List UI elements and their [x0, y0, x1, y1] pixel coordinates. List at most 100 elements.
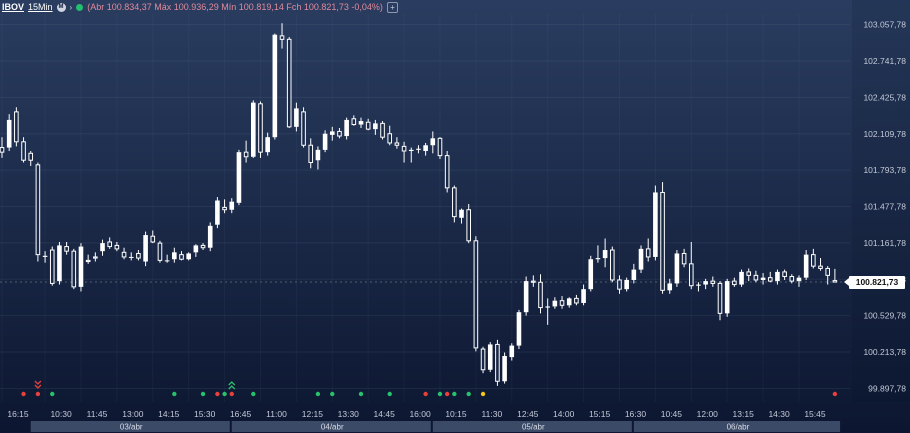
x-tick-label: 12:00: [697, 409, 719, 419]
add-indicator-button[interactable]: +: [386, 1, 398, 13]
candle: [243, 140, 249, 163]
candle: [696, 282, 701, 292]
candle-body-up: [100, 243, 105, 252]
candle: [365, 118, 371, 131]
candle: [186, 252, 191, 261]
candle: [753, 270, 759, 283]
candle-body-up: [57, 245, 62, 282]
x-tick-label: 16:00: [409, 409, 431, 419]
candle-body-down: [681, 252, 687, 265]
candle-body-up: [358, 121, 364, 125]
x-tick-label: 16:15: [7, 409, 29, 419]
candle: [559, 296, 565, 309]
candle: [258, 101, 263, 158]
candle-body-up: [602, 250, 608, 259]
y-tick-label: 101.793,78: [863, 165, 906, 175]
candle: [322, 130, 328, 153]
x-tick-label: 15:45: [804, 409, 826, 419]
day-label: 03/abr: [120, 423, 143, 432]
candle-body-up: [186, 253, 191, 260]
candle: [796, 275, 802, 287]
candle: [610, 246, 615, 283]
candle-body-up: [760, 277, 766, 280]
candle: [107, 237, 113, 249]
x-tick-label: 12:45: [517, 409, 539, 419]
candle-body-down: [531, 280, 536, 283]
candle: [193, 244, 199, 257]
candle-body-up: [315, 149, 321, 161]
candle: [732, 277, 737, 287]
candle-body-down: [35, 164, 41, 256]
candle: [581, 284, 586, 306]
timeframe-label[interactable]: 15Min: [28, 2, 53, 12]
candle: [717, 281, 723, 321]
x-tick-label: 14:15: [158, 409, 180, 419]
symbol-label[interactable]: IBOV: [2, 2, 25, 12]
candle: [480, 346, 486, 374]
candle: [172, 247, 177, 263]
candle-body-down: [746, 271, 752, 276]
candle-body-down: [14, 111, 19, 143]
candle: [416, 145, 421, 154]
price-axis[interactable]: 99.897,78100.213,78100.529,78100.845,781…: [852, 0, 910, 402]
time-axis[interactable]: 16:15 10:30 11:45 13:00 14:15 15:30 16:45 11:00…: [7, 409, 841, 432]
candle: [308, 138, 314, 169]
candle: [344, 117, 349, 140]
candle-body-up: [724, 281, 730, 314]
signal-dot-yellow: [480, 391, 486, 397]
candle: [28, 151, 34, 166]
candle: [229, 198, 235, 214]
candle-body-down: [437, 137, 443, 157]
candle: [136, 250, 141, 261]
settings-badge-icon[interactable]: M: [56, 2, 66, 12]
candle-body-down: [157, 242, 163, 261]
candle: [251, 100, 256, 158]
candle-body-up: [329, 131, 335, 135]
candle-body-up: [667, 283, 673, 291]
candle-body-up: [653, 192, 658, 257]
signal-arrow-up-icon: [228, 381, 236, 386]
candle-body-down: [85, 259, 91, 263]
candle: [150, 230, 156, 244]
candle: [35, 162, 41, 262]
candle: [143, 231, 148, 267]
candle-body-down: [811, 254, 816, 267]
candle-body-down: [258, 103, 263, 153]
candle-body-down: [538, 281, 543, 309]
signal-dot-green: [466, 391, 471, 397]
candle-body-down: [610, 249, 615, 281]
signal-dot-green: [387, 391, 392, 397]
signal-dot-red: [423, 391, 428, 397]
candle-body-up: [172, 252, 177, 260]
candle: [78, 243, 84, 292]
candle: [71, 248, 77, 290]
signal-dot-red: [229, 391, 234, 397]
price-axis-band: [852, 0, 910, 402]
candle: [236, 149, 242, 206]
candle: [114, 241, 120, 252]
candle-body-down: [136, 252, 141, 259]
signal-dot-red: [215, 391, 220, 397]
candle: [775, 269, 780, 285]
candle-body-up: [236, 152, 242, 203]
candle-body-up: [674, 253, 680, 284]
signal-arrow-down-icon: [34, 380, 42, 385]
candle-body-up: [775, 271, 780, 282]
candle: [789, 274, 795, 284]
candle: [645, 238, 651, 262]
candle-body-up: [6, 119, 12, 148]
day-label: 04/abr: [321, 423, 344, 432]
chevron-right-icon[interactable]: ›: [69, 2, 73, 12]
day-label-box: [633, 421, 841, 432]
candle-body-down: [710, 280, 716, 284]
candle-body-up: [229, 201, 235, 210]
candle-body-up: [696, 284, 701, 286]
y-tick-label: 103.057,78: [863, 20, 906, 30]
candle-body-down: [466, 209, 471, 242]
candle-body-up: [322, 133, 328, 150]
x-tick-label: 10:15: [445, 409, 467, 419]
candle-body-up: [207, 225, 213, 248]
candle: [85, 254, 91, 264]
x-tick-label: 13:00: [122, 409, 144, 419]
